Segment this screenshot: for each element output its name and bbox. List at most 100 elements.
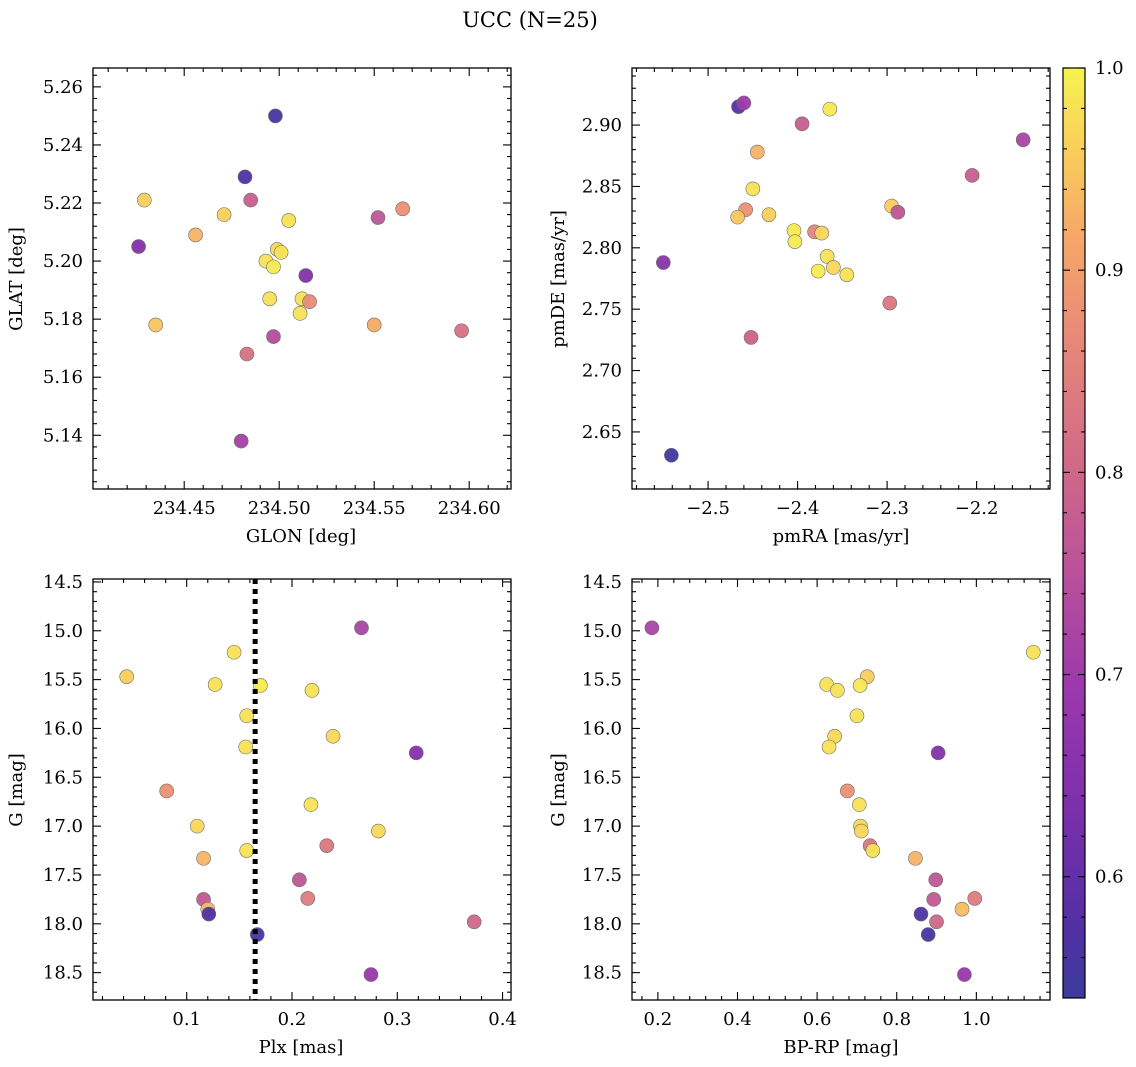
data-point xyxy=(852,797,867,812)
x-axis-label: pmRA [mas/yr] xyxy=(773,526,910,547)
data-point xyxy=(268,108,283,124)
x-tick-label: 234.45 xyxy=(153,498,216,519)
data-point xyxy=(188,227,203,243)
data-point xyxy=(131,239,146,254)
data-point xyxy=(298,268,314,283)
data-point xyxy=(840,783,855,799)
data-point xyxy=(354,620,369,636)
data-point xyxy=(201,906,217,922)
data-point xyxy=(262,291,278,307)
colorbar-tick-label: 0.7 xyxy=(1095,665,1124,686)
data-point xyxy=(929,914,944,930)
data-point xyxy=(830,683,845,698)
data-point xyxy=(810,263,826,279)
colorbar-tick-label: 1.0 xyxy=(1095,58,1124,79)
data-point xyxy=(967,891,983,906)
data-point xyxy=(839,267,855,283)
colorbar-tick-label: 0.8 xyxy=(1095,462,1124,483)
data-point xyxy=(821,739,837,755)
data-point xyxy=(890,204,906,220)
x-tick-label: 0.3 xyxy=(383,1009,412,1030)
data-point xyxy=(363,967,379,982)
x-tick-label: 234.50 xyxy=(248,498,311,519)
data-point xyxy=(119,669,134,684)
y-tick-label: 16.0 xyxy=(582,718,622,739)
data-point xyxy=(303,797,319,812)
data-point xyxy=(292,306,308,321)
axes-frame xyxy=(631,67,1051,490)
points-glon_glat xyxy=(131,108,469,449)
figure-title: UCC (N=25) xyxy=(462,8,598,32)
y-tick-label: 5.16 xyxy=(43,367,83,388)
y-tick-label: 16.0 xyxy=(43,718,83,739)
points-pmra_pmde xyxy=(656,95,1031,463)
data-point xyxy=(366,317,382,333)
y-tick-label: 18.5 xyxy=(582,963,622,984)
data-point xyxy=(787,234,803,249)
data-point xyxy=(854,823,869,839)
data-point xyxy=(865,843,881,858)
data-point xyxy=(930,745,946,761)
x-tick-label: 0.8 xyxy=(882,1009,911,1030)
data-point xyxy=(216,207,232,222)
panels: 234.45 234.50 234.55 234.60 5.14 5.16 5.18 5.20… xyxy=(6,67,1051,1058)
y-tick-label: 15.5 xyxy=(43,670,83,691)
data-point xyxy=(466,914,482,930)
ticks-glon_glat xyxy=(93,68,511,489)
points-plx_g xyxy=(119,620,482,982)
data-point xyxy=(239,843,255,858)
data-point xyxy=(273,245,289,260)
y-tick-label: 5.22 xyxy=(43,193,83,214)
x-tick-label: 0.2 xyxy=(644,1009,673,1030)
colorbar-tick-label: 0.6 xyxy=(1095,867,1124,888)
y-tick-label: 2.65 xyxy=(582,422,622,443)
y-tick-label: 17.0 xyxy=(43,816,83,837)
data-point xyxy=(814,225,830,241)
x-tick-label: 234.55 xyxy=(343,498,406,519)
data-point xyxy=(266,329,281,344)
panel-pmra_pmde: −2.5 −2.4 −2.3 −2.2 2.65 2.70 2.75 2.80 2.85 2.90… xyxy=(548,67,1051,547)
y-tick-label: 16.5 xyxy=(582,767,622,788)
ticks-bprp_g xyxy=(632,579,1050,1000)
data-point xyxy=(239,708,255,724)
data-point xyxy=(852,678,868,693)
data-point xyxy=(237,169,253,185)
data-point xyxy=(822,101,838,117)
y-tick-label: 18.5 xyxy=(43,963,83,984)
data-point xyxy=(319,838,335,853)
data-point xyxy=(281,213,297,228)
data-point xyxy=(148,317,163,333)
panel-bprp_g: 0.2 0.4 0.6 0.8 1.0 14.5 15.0 15.5 16.0 16.5 17.0 1… xyxy=(548,572,1051,1058)
data-point xyxy=(882,295,898,311)
ticks-plx_g xyxy=(93,579,511,1000)
data-point xyxy=(238,739,253,755)
data-point xyxy=(304,683,320,698)
y-tick-label: 14.5 xyxy=(43,572,83,593)
data-point xyxy=(137,192,152,208)
y-tick-label: 15.5 xyxy=(582,670,622,691)
x-tick-label: −2.3 xyxy=(865,498,909,519)
data-point xyxy=(794,116,810,132)
x-tick-label: 0.2 xyxy=(278,1009,307,1030)
data-point xyxy=(928,872,944,888)
y-tick-label: 17.5 xyxy=(43,865,83,886)
points-bprp_g xyxy=(644,620,1041,982)
x-tick-label: 0.4 xyxy=(723,1009,752,1030)
data-point xyxy=(913,906,929,922)
x-tick-label: −2.5 xyxy=(686,498,730,519)
data-point xyxy=(826,260,841,275)
y-tick-label: 2.85 xyxy=(582,176,622,197)
data-point xyxy=(908,851,923,866)
data-point xyxy=(370,210,386,225)
data-point xyxy=(819,249,835,264)
data-point xyxy=(920,927,936,942)
y-tick-label: 2.90 xyxy=(582,115,622,136)
y-tick-label: 5.20 xyxy=(43,251,83,272)
axes-frame xyxy=(92,578,512,1001)
data-point xyxy=(233,433,249,449)
data-point xyxy=(743,330,759,345)
y-tick-label: 18.0 xyxy=(582,914,622,935)
data-point xyxy=(243,192,258,208)
data-point xyxy=(159,783,175,799)
